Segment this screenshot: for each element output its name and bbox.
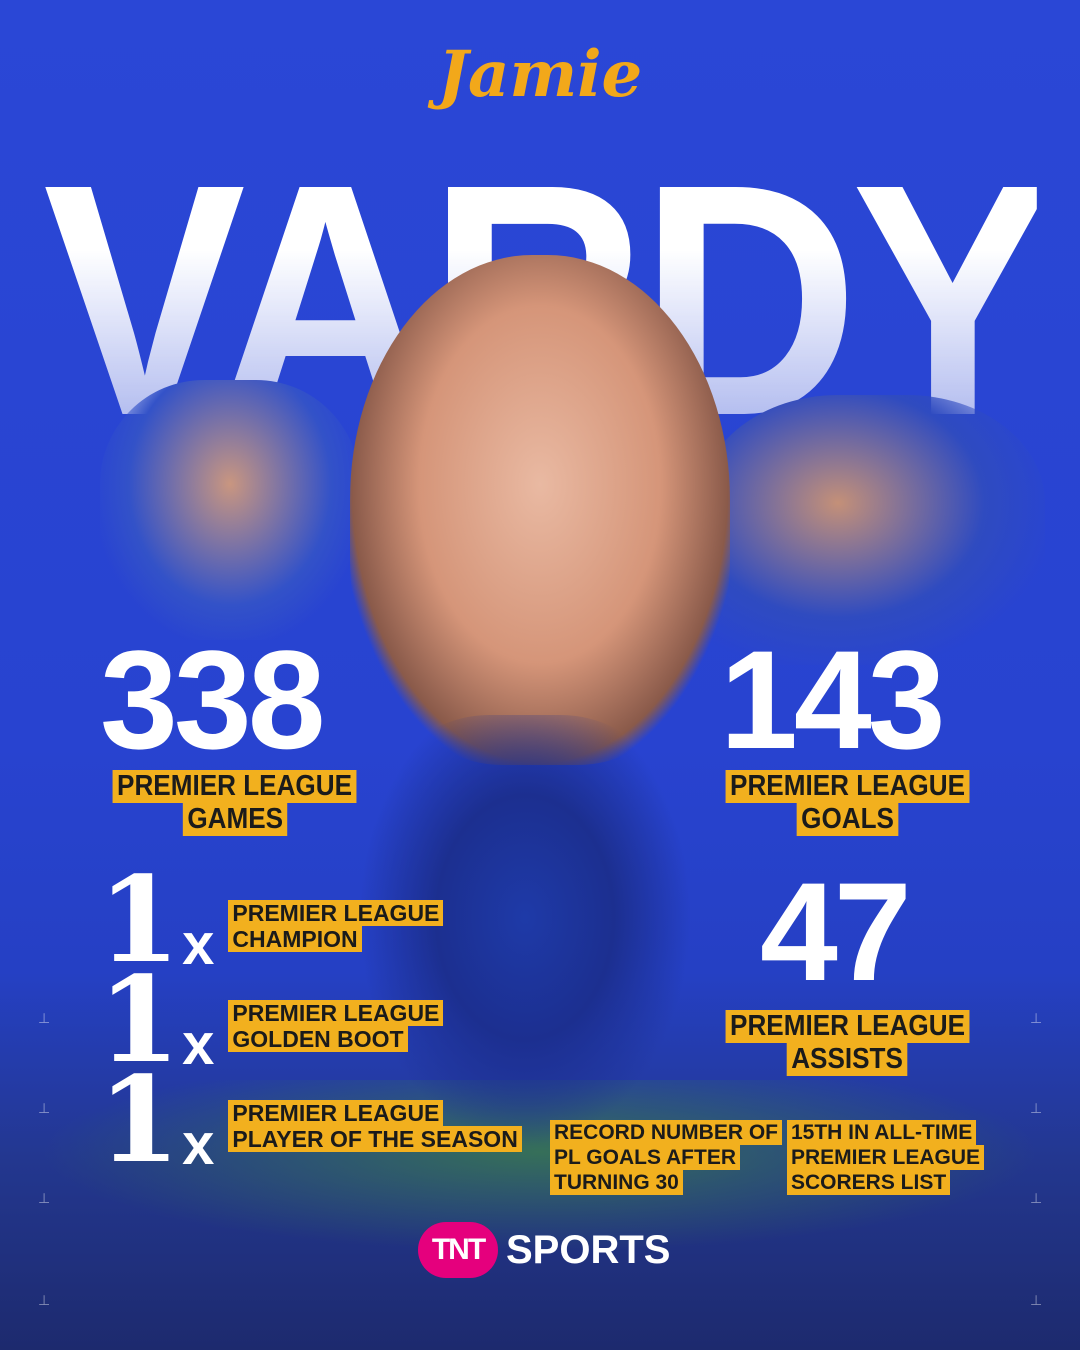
tick-mark-icon: ⊥ [1030,1190,1043,1206]
tick-mark-icon: ⊥ [1030,1100,1043,1116]
fact-goals-after-30: RECORD NUMBER OF PL GOALS AFTER TURNING 30 [550,1120,782,1196]
player-face-photo [350,255,730,765]
label-line: SCORERS LIST [787,1170,951,1196]
tnt-logo-text: SPORTS [506,1227,671,1272]
tick-mark-icon: ⊥ [38,1190,51,1206]
label-line: PREMIER LEAGUE [228,1000,444,1027]
goals-value: 143 [720,621,946,778]
label-line: PREMIER LEAGUE [228,1100,444,1127]
honour-count: 1 [98,950,181,1089]
label-line: PREMIER LEAGUE [113,770,357,803]
label-line: CHAMPION [228,926,362,953]
tick-mark-icon: ⊥ [38,1100,51,1116]
label-line: RECORD NUMBER OF [550,1120,782,1146]
games-value: 338 [100,621,326,778]
player-fullbody-photo [345,715,705,1165]
tick-mark-icon: ⊥ [38,1010,51,1026]
honour-multiplier: x [182,912,215,978]
label-line: PL GOALS AFTER [550,1145,741,1171]
tick-mark-icon: ⊥ [38,1292,51,1308]
label-line: TURNING 30 [550,1170,683,1196]
goals-label: PREMIER LEAGUE GOALS [705,770,990,836]
fact-all-time-scorers: 15TH IN ALL-TIME PREMIER LEAGUE SCORERS LI… [787,1120,985,1196]
honour-count: 1 [98,850,181,989]
label-line: GOLDEN BOOT [228,1026,408,1053]
first-name: Jamie [437,37,643,112]
celebration-photo-right [700,395,1045,665]
label-line: PREMIER LEAGUE [725,770,970,803]
tnt-sports-logo: TNT SPORTS [418,1222,670,1278]
label-line: PLAYER OF THE SEASON [228,1126,522,1153]
games-label: PREMIER LEAGUE GAMES [95,770,375,836]
honour-multiplier: x [182,1112,215,1178]
assists-value: 47 [760,853,912,1010]
label-line: ASSISTS [787,1043,908,1076]
label-line: GAMES [182,803,288,836]
label-line: PREMIER LEAGUE [787,1145,985,1171]
assists-label: PREMIER LEAGUE ASSISTS [705,1010,990,1076]
honour-multiplier: x [182,1012,215,1078]
celebration-photo-left [100,380,360,640]
label-line: PREMIER LEAGUE [725,1010,970,1043]
honour-count: 1 [98,1050,181,1189]
tick-mark-icon: ⊥ [1030,1010,1043,1026]
tick-mark-icon: ⊥ [1030,1292,1043,1308]
tnt-logo-mark: TNT [418,1222,498,1278]
label-line: PREMIER LEAGUE [228,900,444,927]
label-line: GOALS [796,803,899,836]
label-line: 15TH IN ALL-TIME [787,1120,977,1146]
